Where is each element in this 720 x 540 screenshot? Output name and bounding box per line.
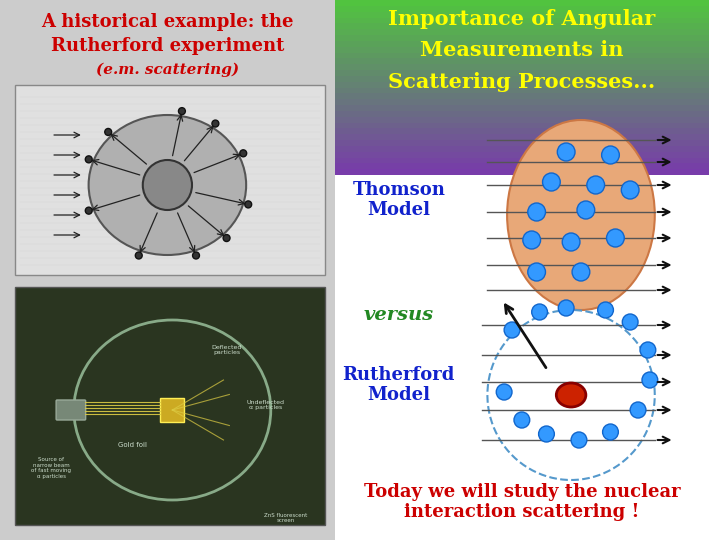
Text: versus: versus	[364, 306, 434, 324]
Circle shape	[105, 129, 112, 136]
Circle shape	[642, 372, 658, 388]
Bar	[335, 92, 709, 99]
Circle shape	[523, 231, 541, 249]
Bar	[335, 51, 709, 58]
Circle shape	[562, 233, 580, 251]
Circle shape	[528, 203, 546, 221]
Circle shape	[577, 201, 595, 219]
Bar	[335, 11, 709, 17]
Circle shape	[622, 314, 638, 330]
Circle shape	[571, 432, 587, 448]
Bar	[335, 40, 709, 46]
Circle shape	[603, 424, 618, 440]
Bar	[0, 0, 335, 540]
Text: Undeflected
α particles: Undeflected α particles	[247, 400, 285, 410]
Text: Importance of Angular: Importance of Angular	[388, 9, 655, 29]
Circle shape	[606, 229, 624, 247]
Circle shape	[245, 201, 252, 208]
Circle shape	[85, 207, 92, 214]
Circle shape	[135, 252, 143, 259]
Bar	[335, 80, 709, 87]
Text: A historical example: the: A historical example: the	[41, 13, 294, 31]
Text: Measurements in: Measurements in	[420, 40, 624, 60]
Text: Scattering Processes...: Scattering Processes...	[388, 72, 655, 92]
Bar	[335, 86, 709, 93]
Bar	[335, 145, 709, 152]
Circle shape	[598, 302, 613, 318]
Bar	[335, 98, 709, 105]
Ellipse shape	[507, 120, 654, 310]
Circle shape	[240, 150, 247, 157]
Circle shape	[602, 146, 619, 164]
Bar	[335, 0, 709, 6]
Bar	[15, 287, 325, 525]
Circle shape	[587, 176, 605, 194]
Bar	[335, 28, 709, 35]
Text: Rutherford
Model: Rutherford Model	[343, 366, 455, 404]
Circle shape	[543, 173, 560, 191]
Bar	[335, 157, 709, 163]
Circle shape	[557, 143, 575, 161]
Ellipse shape	[89, 115, 246, 255]
Circle shape	[192, 252, 199, 259]
Bar	[335, 75, 709, 82]
Circle shape	[640, 342, 656, 358]
Bar	[335, 17, 709, 23]
Circle shape	[504, 322, 520, 338]
Circle shape	[496, 384, 512, 400]
Text: Source of
narrow beam
of fast moving
α particles: Source of narrow beam of fast moving α p…	[31, 457, 71, 479]
Circle shape	[514, 412, 530, 428]
Bar	[335, 5, 709, 12]
Circle shape	[558, 300, 574, 316]
Bar	[161, 398, 184, 422]
Text: Gold foil: Gold foil	[118, 442, 148, 448]
Bar	[335, 104, 709, 111]
Circle shape	[539, 426, 554, 442]
Bar	[335, 127, 709, 134]
Bar	[335, 133, 709, 140]
Circle shape	[531, 304, 547, 320]
Text: Today we will study the nuclear
interaction scattering !: Today we will study the nuclear interact…	[364, 483, 680, 522]
Bar	[335, 34, 709, 41]
Circle shape	[223, 234, 230, 241]
Circle shape	[621, 181, 639, 199]
Bar	[335, 163, 709, 169]
Text: Thomson
Model: Thomson Model	[352, 180, 445, 219]
Text: ZnS fluorescent
screen: ZnS fluorescent screen	[264, 512, 307, 523]
Circle shape	[572, 263, 590, 281]
Bar	[335, 69, 709, 76]
Bar	[335, 139, 709, 146]
Bar	[335, 151, 709, 158]
Bar	[335, 122, 709, 129]
Ellipse shape	[557, 383, 586, 407]
Text: (e.m. scattering): (e.m. scattering)	[96, 63, 239, 77]
Bar	[335, 175, 709, 540]
Bar	[335, 63, 709, 70]
Text: Rutherford experiment: Rutherford experiment	[50, 37, 284, 55]
FancyBboxPatch shape	[56, 400, 86, 420]
Circle shape	[85, 156, 92, 163]
Circle shape	[212, 120, 219, 127]
Bar	[335, 22, 709, 29]
Bar	[335, 46, 709, 52]
Bar	[335, 110, 709, 117]
Circle shape	[179, 107, 185, 114]
Text: Deflected
particles: Deflected particles	[211, 345, 242, 355]
Circle shape	[630, 402, 646, 418]
Circle shape	[528, 263, 546, 281]
Circle shape	[143, 160, 192, 210]
Bar	[15, 85, 325, 275]
Bar	[335, 168, 709, 175]
Bar	[335, 57, 709, 64]
Bar	[335, 116, 709, 123]
